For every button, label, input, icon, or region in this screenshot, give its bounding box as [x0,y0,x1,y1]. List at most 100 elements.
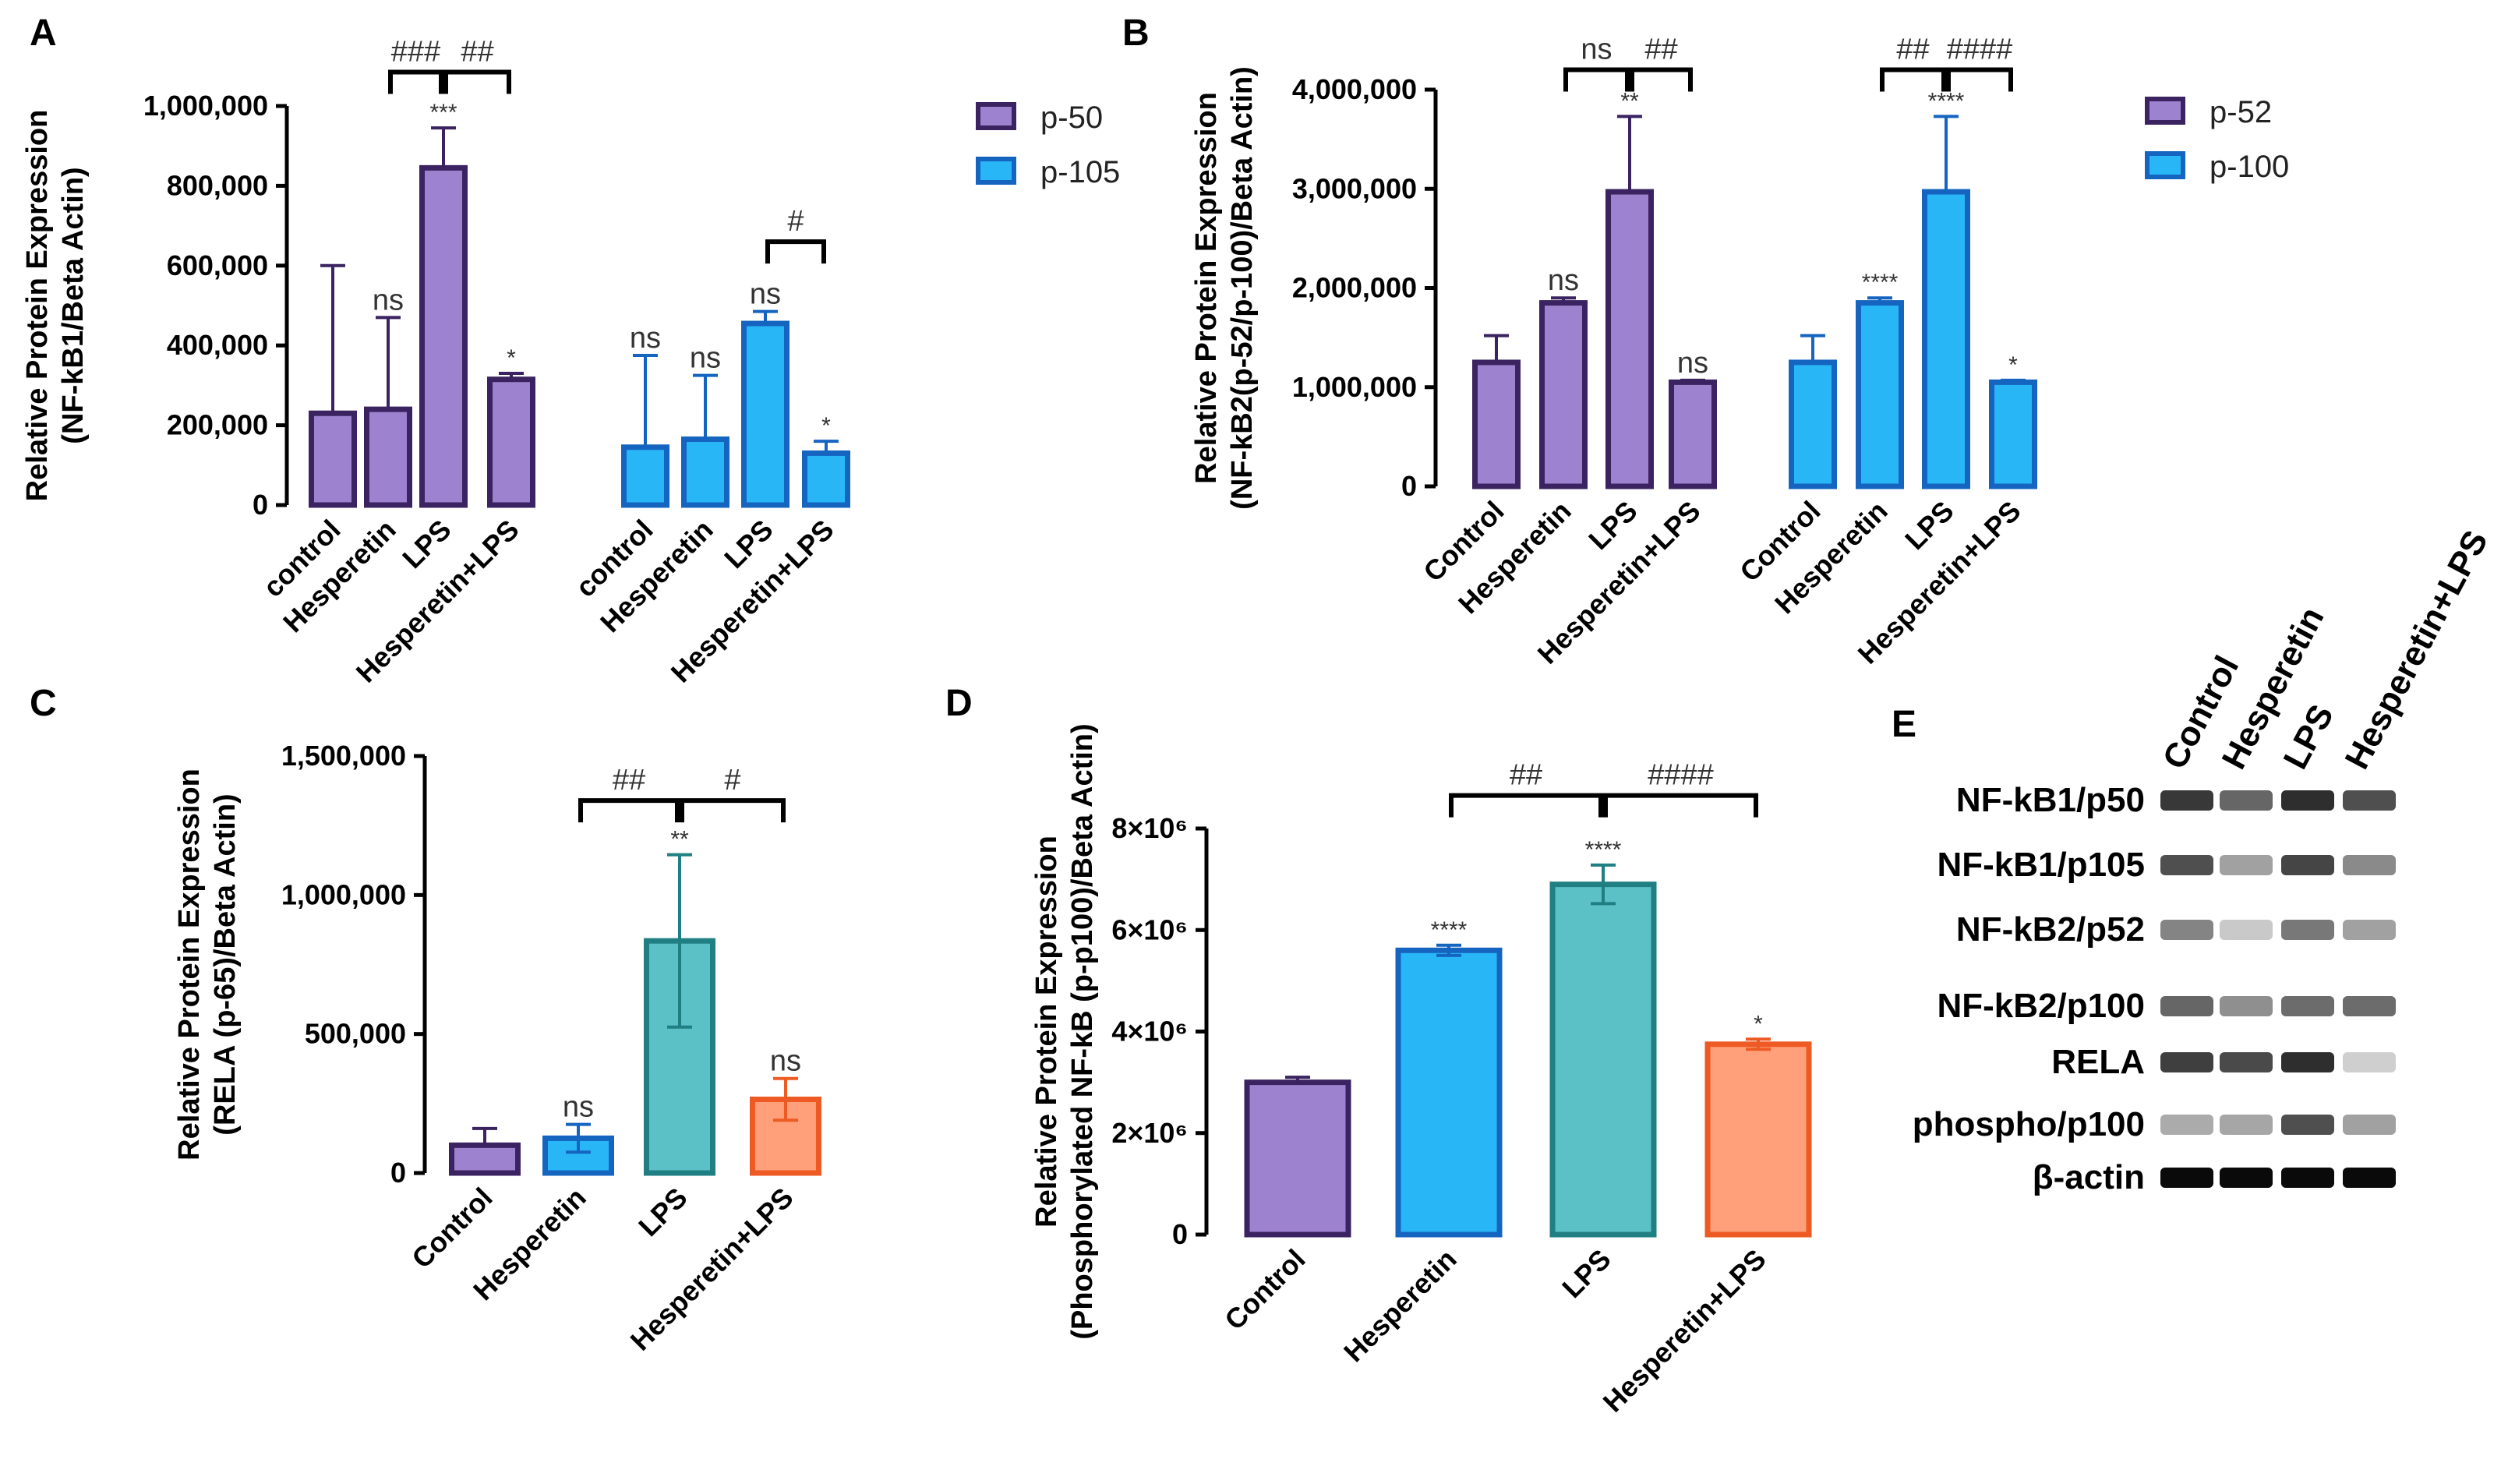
panel-e: E ControlHesperetinLPSHesperetin+LPSNF-kB… [1892,525,2496,1196]
blot-row-label: RELA [2051,1043,2145,1081]
blot-band [2220,790,2273,811]
comparison-label: ns [1581,34,1612,66]
blot-row-label: NF-kB2/p52 [1956,910,2145,949]
panel-label: B [1122,12,1150,54]
blot-column-label: LPS [2277,698,2341,776]
blot-band [2281,920,2334,940]
bar [681,436,729,508]
comparison-label: # [724,764,740,797]
legend-swatch [976,157,1016,185]
blot-band [2160,920,2213,940]
y-tick-label: 600,000 [167,249,268,281]
y-axis-label: Relative Protein Expression (RELA (p-65)/… [173,768,242,1161]
bar [449,1142,521,1176]
y-tick-label: 8×10⁶ [1111,812,1188,844]
blot-band [2160,1168,2213,1188]
y-axis-label-line: Relative Protein Expression [21,110,54,502]
x-category-label: Control [1218,1243,1311,1336]
y-axis-label-line: Relative Protein Expression [1190,92,1223,484]
y-tick-label: 1,000,000 [143,90,268,122]
blot-band [2220,1115,2273,1135]
y-tick-label: 500,000 [305,1018,406,1050]
bar [419,164,468,508]
y-axis-label-line: Relative Protein Expression [1030,836,1063,1228]
bar [1605,189,1654,489]
y-axis-label: Relative Protein Expression (NF-kB2(p-52/… [1190,66,1259,510]
bar [1669,379,1717,489]
significance-label: ns [373,284,404,316]
x-category-label: Hesperetin+LPS [1597,1243,1772,1419]
blot-band [2343,1052,2396,1072]
y-axis-label-line: (RELA (p-65)/Beta Actin) [209,793,242,1135]
comparison-label: ## [1896,34,1929,66]
blot-row-label: NF-kB2/p100 [1937,987,2145,1025]
blot-row-label: phospho/p100 [1913,1105,2145,1143]
significance-label: ns [1677,347,1708,380]
blot-band [2281,790,2334,811]
comparison-label: #### [1648,759,1714,792]
x-category-label: LPS [396,514,457,574]
significance-label: * [507,345,516,371]
legend-label: p-100 [2210,150,2289,184]
bar [1539,300,1588,489]
bar [487,376,535,508]
bar [1922,189,1970,489]
panel-a: 0 200,000 400,000 600,000 800,000 1,000,000 Re… [21,12,1120,689]
y-tick-label: 3,000,000 [1292,172,1417,204]
y-tick-label: 2,000,000 [1292,272,1417,304]
y-tick-label: 1,000,000 [1292,371,1417,403]
bar [364,406,412,508]
significance-label: * [821,413,831,439]
significance-label: ns [630,322,661,355]
blot-band [2220,996,2273,1016]
legend-label: p-50 [1040,101,1103,135]
panel-c: 0 500,000 1,000,000 1,500,000 Relative Prote… [30,683,821,1357]
comparison-bracket [388,69,443,94]
blot-band [2343,996,2396,1016]
blot-band [2160,855,2213,875]
y-tick-label: 1,500,000 [281,740,406,772]
blot-band [2220,855,2273,875]
y-tick-label: 0 [1401,470,1417,502]
comparison-label: #### [1947,34,2013,66]
comparison-bracket [1880,67,1946,92]
significance-label: ns [563,1091,594,1124]
significance-label: *** [429,100,457,125]
blot-band [2281,1115,2334,1135]
bar [802,450,850,508]
comparison-label: ## [461,35,493,68]
y-axis-label-line: (NF-kB2(p-52/p-100)/Beta Actin) [1226,66,1259,510]
comparison-bracket [1449,793,1603,818]
y-tick-label: 6×10⁶ [1111,913,1188,945]
blot-row-label: NF-kB1/p50 [1956,781,2145,819]
comparison-label: ## [1510,759,1542,792]
blot-row-label: NF-kB1/p105 [1937,846,2145,884]
comparison-bracket [578,798,680,823]
blot-band [2343,790,2396,811]
panel-d: 0 2×10⁶ 4×10⁶ 6×10⁶ 8×10⁶ Relative Protein Ex… [945,683,1812,1419]
y-tick-label: 4×10⁶ [1111,1016,1188,1048]
legend-label: p-52 [2210,95,2272,129]
y-tick-label: 800,000 [167,169,268,201]
blot-band [2343,1168,2396,1188]
legend-swatch [2145,97,2185,125]
y-axis-label-line: (Phosphorylated NF-kB (p-p100)/Beta Acti… [1066,723,1099,1339]
x-category-label: LPS [1899,495,1959,556]
blot-band [2160,996,2213,1016]
blot-band [2160,1115,2213,1135]
blot-band [2220,1168,2273,1188]
bar [1989,379,2037,489]
comparison-bracket [1603,793,1758,818]
blot-band [2160,790,2213,811]
comparison-label: ## [613,764,645,797]
y-tick-label: 400,000 [167,329,268,361]
bar [542,1135,614,1176]
y-tick-label: 4,000,000 [1292,73,1417,105]
y-tick-label: 1,000,000 [281,878,406,910]
comparison-label: ## [1644,34,1677,66]
x-category-label: Control [405,1182,498,1274]
blot-band [2343,920,2396,940]
comparison-label: ### [391,35,440,68]
comparison-bracket [1563,67,1630,92]
